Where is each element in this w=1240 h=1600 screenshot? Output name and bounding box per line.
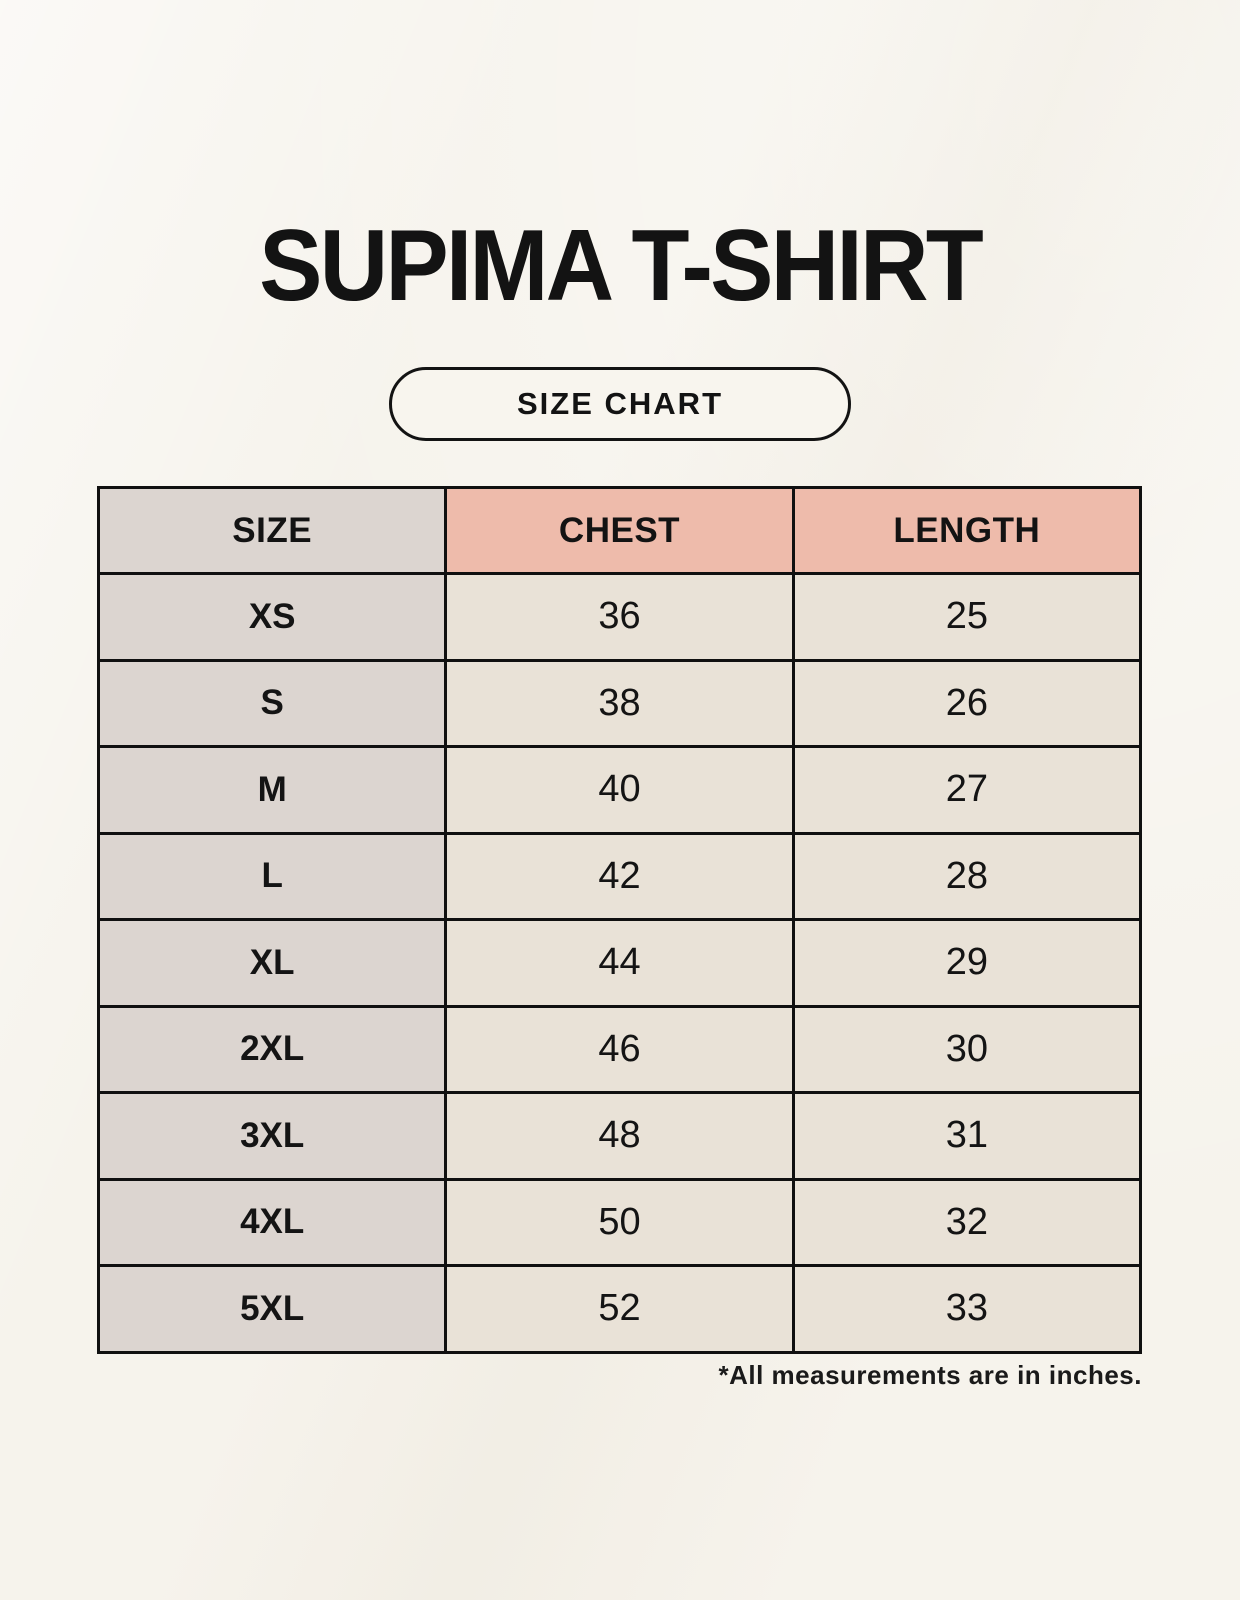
chest-value: 44 xyxy=(444,918,795,1008)
table-row-xs: XS 36 25 xyxy=(96,572,1143,662)
chest-value: 42 xyxy=(444,831,795,921)
table-row-2xl: 2XL 46 30 xyxy=(96,1004,1143,1094)
size-label: 2XL xyxy=(96,1004,448,1094)
header-length: LENGTH xyxy=(791,486,1143,575)
length-value: 25 xyxy=(791,572,1143,662)
length-value: 32 xyxy=(791,1177,1143,1267)
chest-value: 38 xyxy=(444,658,795,748)
size-chart-button[interactable]: SIZE CHART xyxy=(389,367,851,441)
table-row-4xl: 4XL 50 32 xyxy=(96,1177,1143,1267)
measurements-footnote: *All measurements are in inches. xyxy=(718,1360,1142,1390)
length-value: 31 xyxy=(791,1091,1143,1181)
size-label: L xyxy=(96,831,448,921)
header-chest: CHEST xyxy=(444,486,795,575)
table-header-row: SIZE CHEST LENGTH xyxy=(96,486,1143,575)
chest-value: 46 xyxy=(444,1004,795,1094)
chest-value: 36 xyxy=(444,572,795,662)
chest-value: 50 xyxy=(444,1177,795,1267)
length-value: 29 xyxy=(791,918,1143,1008)
table-row-xl: XL 44 29 xyxy=(96,918,1143,1008)
chest-value: 52 xyxy=(444,1264,795,1354)
table-row-3xl: 3XL 48 31 xyxy=(96,1091,1143,1181)
size-label: M xyxy=(96,745,448,835)
size-label: S xyxy=(96,658,448,748)
size-chart-button-label: SIZE CHART xyxy=(517,386,723,421)
size-label: 5XL xyxy=(96,1264,448,1354)
size-label: XL xyxy=(96,918,448,1008)
length-value: 28 xyxy=(791,831,1143,921)
length-value: 30 xyxy=(791,1004,1143,1094)
size-label: 4XL xyxy=(96,1177,448,1267)
size-label: 3XL xyxy=(96,1091,448,1181)
table-row-m: M 40 27 xyxy=(96,745,1143,835)
length-value: 26 xyxy=(791,658,1143,748)
length-value: 33 xyxy=(791,1264,1143,1354)
table-row-s: S 38 26 xyxy=(96,658,1143,748)
chest-value: 40 xyxy=(444,745,795,835)
chest-value: 48 xyxy=(444,1091,795,1181)
page-title: SUPIMA T-SHIRT xyxy=(259,210,984,322)
header-size: SIZE xyxy=(96,486,448,575)
size-label: XS xyxy=(96,572,448,662)
table-row-l: L 42 28 xyxy=(96,831,1143,921)
length-value: 27 xyxy=(791,745,1143,835)
size-chart-table: SIZE CHEST LENGTH XS 36 25 S 38 26 M 40 … xyxy=(96,486,1143,1354)
table-row-5xl: 5XL 52 33 xyxy=(96,1264,1143,1354)
